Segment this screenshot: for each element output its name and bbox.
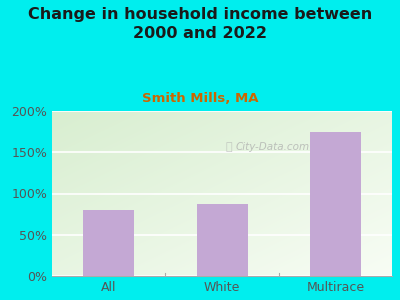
Text: City-Data.com: City-Data.com xyxy=(236,142,310,152)
Bar xyxy=(196,204,248,276)
Text: ⦿: ⦿ xyxy=(226,142,232,152)
Text: Smith Mills, MA: Smith Mills, MA xyxy=(142,92,258,104)
Bar xyxy=(83,210,134,276)
Bar xyxy=(310,132,361,276)
Text: Change in household income between
2000 and 2022: Change in household income between 2000 … xyxy=(28,8,372,41)
